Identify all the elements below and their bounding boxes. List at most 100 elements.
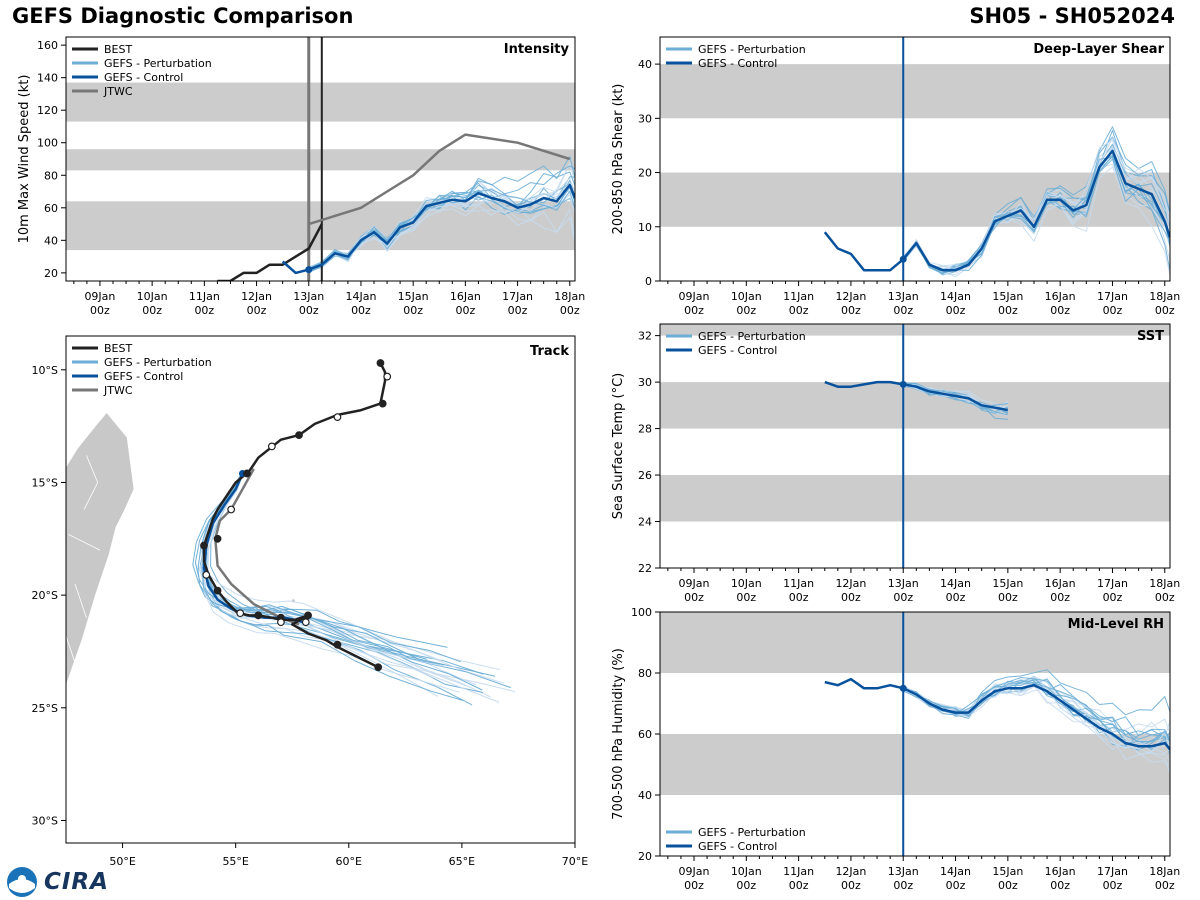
x-tick-label: 10Jan	[731, 865, 762, 878]
x-tick-label: 00z	[946, 879, 966, 892]
best-track-point	[333, 640, 342, 649]
band	[660, 475, 1170, 522]
best-track-point	[378, 399, 387, 408]
x-tick-label: 11Jan	[783, 577, 814, 590]
shear-plot-area	[660, 37, 1170, 281]
y-tick-label: 60	[638, 728, 652, 741]
best-track-point	[236, 609, 245, 618]
perturbation-track	[201, 473, 466, 686]
region-border	[66, 635, 76, 663]
x-tick-label: 00z	[684, 591, 704, 604]
x-tick-label: 00z	[736, 591, 756, 604]
y-tick-label: 30	[638, 376, 652, 389]
x-tick-label: 00z	[841, 879, 861, 892]
x-tick-label: 09Jan	[679, 290, 710, 303]
legend-label: GEFS - Perturbation	[104, 57, 212, 70]
plot-frame	[659, 323, 1171, 569]
legend-label: GEFS - Control	[698, 344, 777, 357]
storm-id: SH05 - SH052024	[969, 4, 1175, 28]
x-tick-label: 18Jan	[1149, 290, 1180, 303]
init-point	[899, 684, 907, 692]
y-tick-label: 80	[44, 169, 58, 182]
x-tick-label: 00z	[1050, 879, 1070, 892]
best-track-point	[202, 570, 211, 579]
band	[66, 82, 575, 122]
x-tick-label: 00z	[684, 304, 704, 317]
y-tick-label: 160	[37, 39, 58, 52]
sst-plot-area	[660, 324, 1170, 568]
jtwc-line	[308, 133, 571, 226]
y-tick-label: 30	[638, 112, 652, 125]
region-border	[83, 455, 99, 510]
x-tick-label: 60°E	[336, 855, 362, 868]
band	[660, 64, 1170, 119]
perturbation-line	[902, 139, 1170, 273]
shear-ylabel: 200-850 hPa Shear (kt)	[611, 84, 626, 235]
best-track	[202, 362, 387, 669]
noaa-emblem-icon	[7, 867, 37, 897]
x-tick-label: 12Jan	[835, 865, 866, 878]
shear-title: Deep-Layer Shear	[1033, 42, 1164, 57]
legend-label: JTWC	[103, 85, 133, 98]
x-tick-label: 15Jan	[992, 577, 1023, 590]
x-tick-label: 10Jan	[731, 290, 762, 303]
x-tick-label: 00z	[299, 304, 319, 317]
x-tick-label: 00z	[946, 304, 966, 317]
x-tick-label: 15Jan	[398, 290, 429, 303]
track-title: Track	[530, 344, 569, 359]
best-track-point	[376, 359, 385, 367]
x-tick-label: 18Jan	[1149, 577, 1180, 590]
band	[660, 734, 1170, 795]
best-track-point	[383, 372, 392, 381]
x-tick-label: 00z	[560, 304, 580, 317]
x-tick-label: 16Jan	[1045, 290, 1076, 303]
x-tick-label: 18Jan	[1149, 865, 1180, 878]
x-tick-label: 16Jan	[1045, 577, 1076, 590]
x-tick-label: 00z	[1155, 879, 1175, 892]
band	[660, 324, 1170, 336]
x-tick-label: 16Jan	[450, 290, 481, 303]
legend-label: GEFS - Control	[698, 840, 777, 853]
x-tick-label: 14Jan	[940, 290, 971, 303]
init-point	[899, 380, 907, 388]
band	[660, 382, 1170, 429]
plot-frame	[65, 335, 576, 844]
y-tick-label: 60	[44, 202, 58, 215]
legend-label: JTWC	[103, 384, 133, 397]
intensity-title: Intensity	[504, 42, 570, 57]
region-border	[74, 583, 87, 618]
x-tick-label: 14Jan	[940, 577, 971, 590]
y-tick-label: 30°S	[32, 814, 58, 827]
rh-plot-area	[660, 612, 1170, 856]
y-tick-label: 22	[638, 562, 652, 575]
x-tick-label: 17Jan	[1097, 577, 1128, 590]
perturbation-track	[201, 473, 464, 702]
legend-label: GEFS - Perturbation	[698, 330, 806, 343]
y-tick-label: 10°S	[32, 364, 58, 377]
page-title: GEFS Diagnostic Comparison	[12, 4, 354, 28]
band	[66, 149, 575, 171]
rh-panel: 2040608010009Jan00z10Jan00z11Jan00z12Jan…	[611, 606, 1180, 892]
x-tick-label: 00z	[1103, 591, 1123, 604]
y-tick-label: 20	[44, 267, 58, 280]
best-track-point	[304, 611, 312, 620]
rh-ylabel: 700-500 hPa Humidity (%)	[611, 648, 626, 820]
y-tick-label: 24	[638, 516, 652, 529]
x-tick-label: 15Jan	[992, 290, 1023, 303]
perturbation-track	[204, 473, 484, 693]
perturbation-track	[201, 472, 445, 666]
y-tick-label: 28	[638, 423, 652, 436]
x-tick-label: 00z	[403, 304, 423, 317]
jtwc-track	[214, 468, 300, 626]
y-tick-label: 20	[638, 850, 652, 863]
region-border	[68, 533, 101, 551]
x-tick-label: 14Jan	[940, 865, 971, 878]
y-tick-label: 100	[631, 606, 652, 619]
intensity-plot-area	[66, 37, 575, 281]
gefs-control-track	[202, 473, 304, 624]
x-tick-label: 00z	[194, 304, 214, 317]
x-tick-label: 00z	[90, 304, 110, 317]
best-track-point	[213, 586, 222, 595]
legend-label: GEFS - Perturbation	[104, 356, 212, 369]
x-tick-label: 00z	[1155, 591, 1175, 604]
